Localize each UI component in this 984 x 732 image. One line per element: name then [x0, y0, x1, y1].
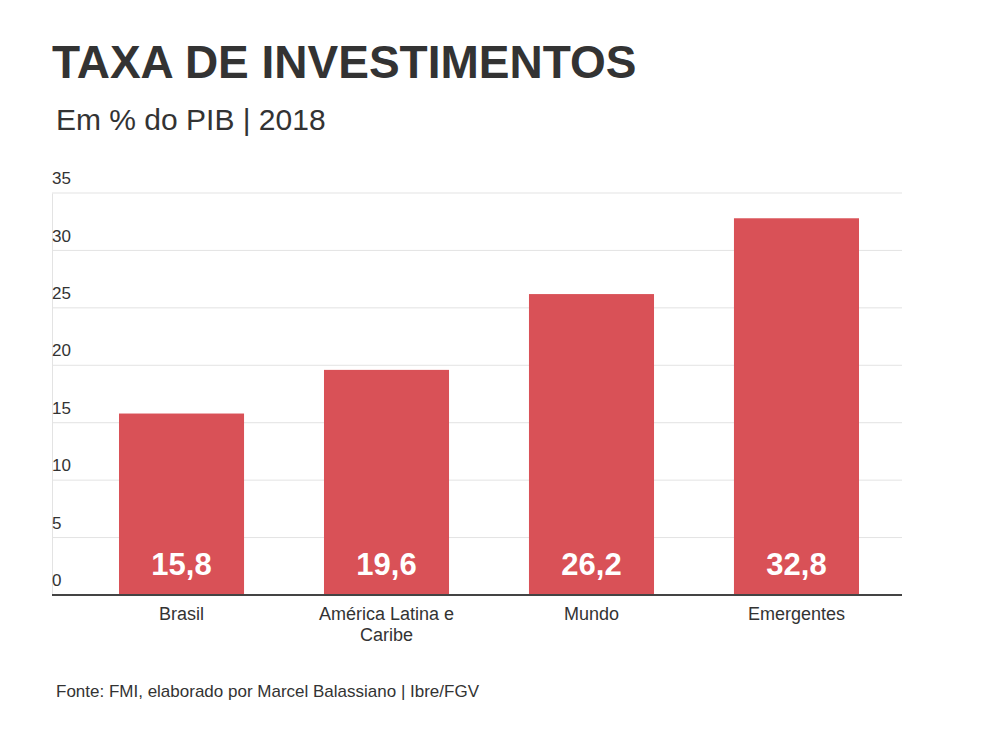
x-tick-label: América Latina eCaribe [319, 604, 454, 646]
y-axis: 0 5 10 15 20 25 30 35 [52, 169, 71, 595]
x-tick-label: Emergentes [748, 604, 845, 624]
chart: TAXA DE INVESTIMENTOS Em % do PIB | 2018 0… [0, 0, 984, 732]
x-tick: Mundo [564, 595, 619, 624]
grid-line [52, 595, 902, 596]
grid-line [52, 193, 902, 194]
bar [324, 370, 449, 595]
y-tick-label: 25 [52, 284, 71, 303]
x-tick-label-line: América Latina e [319, 604, 454, 624]
y-tick-label: 30 [52, 227, 71, 246]
x-tick: América Latina eCaribe [319, 595, 454, 645]
subtitle: Em % do PIB | 2018 [56, 103, 326, 136]
y-tick-label: 35 [52, 169, 71, 188]
data-labels: 15,8 19,6 26,2 32,8 [151, 547, 826, 582]
source: Fonte: FMI, elaborado por Marcel Balassi… [56, 682, 480, 701]
x-tick-label: Brasil [159, 604, 204, 624]
y-tick: 25 [52, 284, 71, 308]
x-tick-label-line: Emergentes [748, 604, 845, 624]
x-tick: Emergentes [748, 595, 845, 624]
data-label: 19,6 [356, 547, 416, 582]
y-tick: 0 [52, 571, 61, 595]
bar [119, 414, 244, 595]
x-tick-label-line: Caribe [360, 625, 413, 645]
grid [52, 193, 902, 595]
bar [529, 294, 654, 595]
y-tick: 35 [52, 169, 71, 193]
y-tick: 5 [52, 514, 61, 538]
y-tick-label: 20 [52, 341, 71, 360]
y-axis-line [52, 194, 53, 596]
title: TAXA DE INVESTIMENTOS [52, 36, 636, 88]
x-tick-label-line: Brasil [159, 604, 204, 624]
data-label: 15,8 [151, 547, 211, 582]
y-tick-label: 15 [52, 399, 71, 418]
x-axis-line [52, 594, 902, 596]
y-tick: 15 [52, 399, 71, 423]
x-tick-label: Mundo [564, 604, 619, 624]
bar [734, 218, 859, 595]
y-tick: 10 [52, 456, 71, 480]
data-label: 26,2 [561, 547, 621, 582]
y-tick: 20 [52, 341, 71, 365]
y-tick: 30 [52, 227, 71, 251]
y-tick-label: 0 [52, 571, 61, 590]
y-tick-label: 10 [52, 456, 71, 475]
bars [119, 218, 859, 595]
y-tick-label: 5 [52, 514, 61, 533]
x-tick: Brasil [159, 595, 204, 624]
x-tick-label-line: Mundo [564, 604, 619, 624]
data-label: 32,8 [766, 547, 826, 582]
x-axis: Brasil América Latina eCaribe Mundo Emergen… [52, 595, 902, 645]
